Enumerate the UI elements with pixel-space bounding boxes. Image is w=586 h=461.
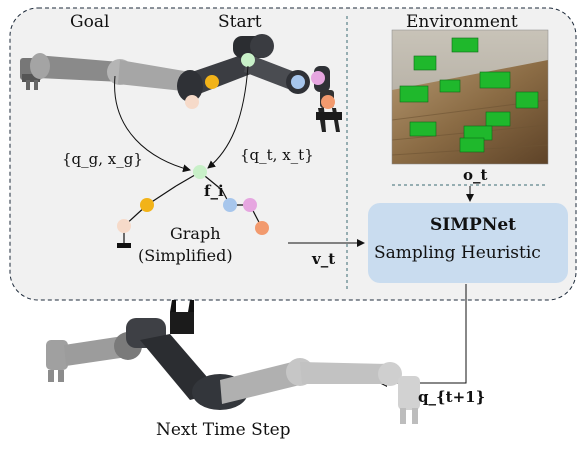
graph-node-pink bbox=[243, 198, 257, 212]
simplified-graph bbox=[117, 165, 269, 248]
graph-label-line2: (Simplified) bbox=[138, 246, 233, 265]
goal-to-feature-arrow bbox=[114, 75, 191, 173]
joint-node-green bbox=[241, 53, 255, 67]
joint-node-peach bbox=[185, 95, 199, 109]
start-input-label: {q_t, x_t} bbox=[240, 146, 314, 164]
goal-input-label: {q_g, x_g} bbox=[62, 150, 143, 168]
q-next-label: q_{t+1} bbox=[418, 388, 486, 406]
next-step-robot-arm bbox=[46, 300, 420, 424]
vt-label: v_t bbox=[312, 250, 336, 268]
goal-label: Goal bbox=[70, 12, 110, 32]
start-label: Start bbox=[218, 12, 262, 32]
graph-node-peach bbox=[117, 219, 131, 233]
start-to-feature-arrow bbox=[207, 65, 249, 169]
feature-label: f_i bbox=[204, 182, 224, 200]
green-block bbox=[399, 37, 539, 153]
graph-node-orange bbox=[255, 221, 269, 235]
simpnet-title: SIMPNet bbox=[430, 215, 517, 235]
graph-node-center bbox=[193, 165, 207, 179]
graph-label-line1: Graph bbox=[170, 224, 221, 243]
simpnet-subtitle: Sampling Heuristic bbox=[374, 243, 541, 263]
environment-label: Environment bbox=[406, 12, 518, 32]
simpnet-box bbox=[368, 203, 568, 283]
next-step-label: Next Time Step bbox=[156, 420, 291, 440]
environment-frame bbox=[391, 29, 549, 165]
graph-node-yellow bbox=[140, 198, 154, 212]
joint-node-pink bbox=[311, 71, 325, 85]
ot-label: o_t bbox=[463, 166, 488, 184]
joint-node-orange bbox=[321, 95, 335, 109]
joint-node-blue bbox=[291, 75, 305, 89]
joint-node-yellow bbox=[205, 75, 219, 89]
environment-image bbox=[391, 30, 549, 164]
graph-node-blue bbox=[223, 198, 237, 212]
